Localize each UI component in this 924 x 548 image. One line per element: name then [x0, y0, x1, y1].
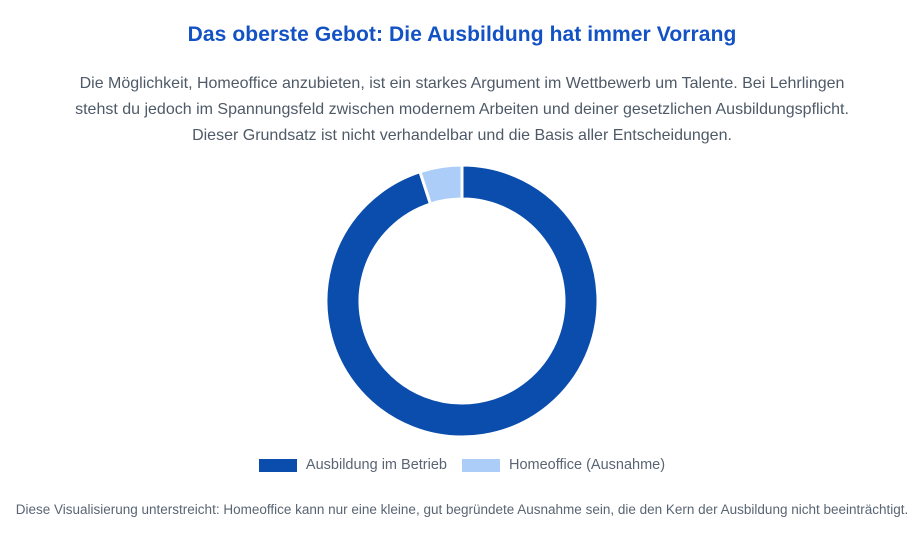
legend-item-ausbildung[interactable]: Ausbildung im Betrieb — [258, 457, 447, 473]
donut-segment-0[interactable] — [324, 163, 600, 439]
page-title: Das oberste Gebot: Die Ausbildung hat im… — [187, 23, 737, 46]
legend-swatch-primary — [258, 458, 297, 472]
footer-note: Diese Visualisierung unterstreicht: Home… — [15, 502, 909, 517]
legend-label-homeoffice: Homeoffice (Ausnahme) — [508, 457, 666, 473]
donut-chart[interactable] — [322, 161, 602, 441]
donut-chart-area — [322, 161, 602, 441]
legend-swatch-secondary — [461, 458, 500, 472]
chart-legend: Ausbildung im Betrieb Homeoffice (Ausnah… — [258, 457, 666, 473]
legend-label-ausbildung: Ausbildung im Betrieb — [305, 457, 447, 473]
legend-item-homeoffice[interactable]: Homeoffice (Ausnahme) — [461, 457, 666, 473]
donut-segment-1[interactable] — [418, 163, 464, 206]
intro-paragraph: Die Möglichkeit, Homeoffice anzubieten, … — [75, 75, 849, 144]
